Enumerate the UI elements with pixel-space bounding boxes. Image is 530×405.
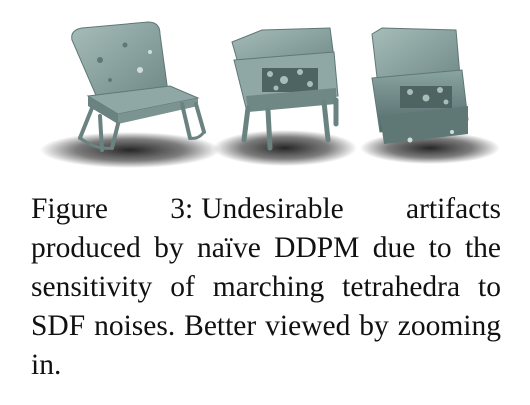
figure-caption: Figure 3: Undesirable artifacts produced …: [31, 190, 501, 385]
figure-label: Figure 3:: [31, 193, 194, 225]
figure-renders: [40, 21, 500, 168]
chair-render-3: [360, 27, 500, 164]
chair-render-2: [213, 27, 357, 166]
chair-render-1: [40, 21, 220, 168]
caption-text: Undesirable artifacts produced by naïve …: [31, 193, 501, 381]
